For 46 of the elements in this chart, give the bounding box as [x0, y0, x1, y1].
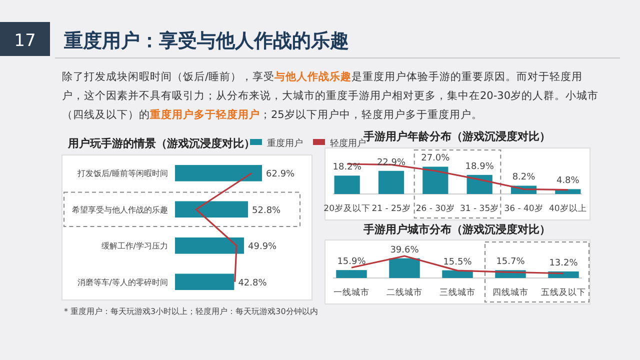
bar [378, 170, 404, 194]
data-label: 15.9% [337, 257, 366, 268]
bar [175, 201, 248, 218]
data-label: 18.2% [332, 162, 362, 173]
data-label: 8.2% [512, 172, 536, 183]
bar [466, 174, 492, 194]
x-tick-label: 四线城市 [492, 287, 528, 298]
data-label: 15.5% [443, 257, 472, 268]
x-tick-label: 31 - 35岁 [460, 203, 500, 214]
x-tick-label: 20岁及以下 [324, 203, 370, 214]
data-label: 42.8% [238, 278, 268, 288]
data-label: 18.9% [465, 162, 494, 172]
text: 17 [14, 31, 36, 51]
data-label: 52.8% [252, 206, 282, 216]
data-label: 4.8% [556, 176, 580, 186]
x-tick-label: 21 - 25岁 [372, 203, 411, 214]
bar [422, 166, 448, 194]
x-tick-label: 40岁以上 [549, 203, 587, 214]
data-label: 62.9% [266, 170, 296, 180]
bar [175, 274, 234, 290]
legend-label: 重度用户 [267, 138, 303, 149]
y-tick-label: 消磨等车/等人的零碎时间 [77, 278, 168, 287]
y-tick-label: 希望享受与他人作战的乐趣 [72, 205, 168, 214]
text: * 重度用户：每天玩游戏3小时以上；轻度用户：每天玩游戏30分钟以内 [64, 307, 318, 316]
x-tick-label: 一线城市 [334, 287, 370, 298]
chart-title: 手游用户城市分布（游戏沉浸度对比） [362, 223, 550, 236]
y-tick-label: 缓解工作/学习压力 [101, 242, 168, 251]
y-tick-label: 打发饭后/睡前等闲暇时间 [76, 169, 168, 178]
x-tick-label: 26 - 30岁 [416, 203, 455, 214]
text: 重度用户：享受与他人作战的乐趣 [63, 30, 349, 52]
x-tick-label: 36 - 40岁 [504, 203, 544, 214]
bar [336, 270, 367, 278]
chart-title: 用户玩手游的情景（游戏沉浸度对比） [67, 137, 255, 150]
bar [175, 164, 262, 182]
data-label: 13.2% [549, 258, 578, 268]
data-label: 15.7% [496, 257, 526, 268]
bar [389, 258, 420, 278]
x-tick-label: 三线城市 [440, 287, 476, 298]
data-label: 39.6% [390, 245, 420, 256]
text: 除了打发成块闲暇时间（饭后/睡前），享受与他人作战乐趣是重度用户体验手游的重要原因。而对于轻度用户，这个因素并不具有吸引力；从分布来说，大城市的重度手游用户相对更多，集中在20-30岁的人群。小城市（四线及以下）的重度用户多于轻度用户；25岁以下用户中，轻度用户多于重度用户。 [62, 70, 600, 123]
bar [334, 176, 360, 194]
bar [175, 237, 244, 254]
data-label: 27.0% [421, 154, 450, 164]
x-tick-label: 五线及以下 [541, 287, 586, 298]
data-label: 49.9% [248, 242, 278, 252]
x-tick-label: 二线城市 [386, 287, 422, 298]
